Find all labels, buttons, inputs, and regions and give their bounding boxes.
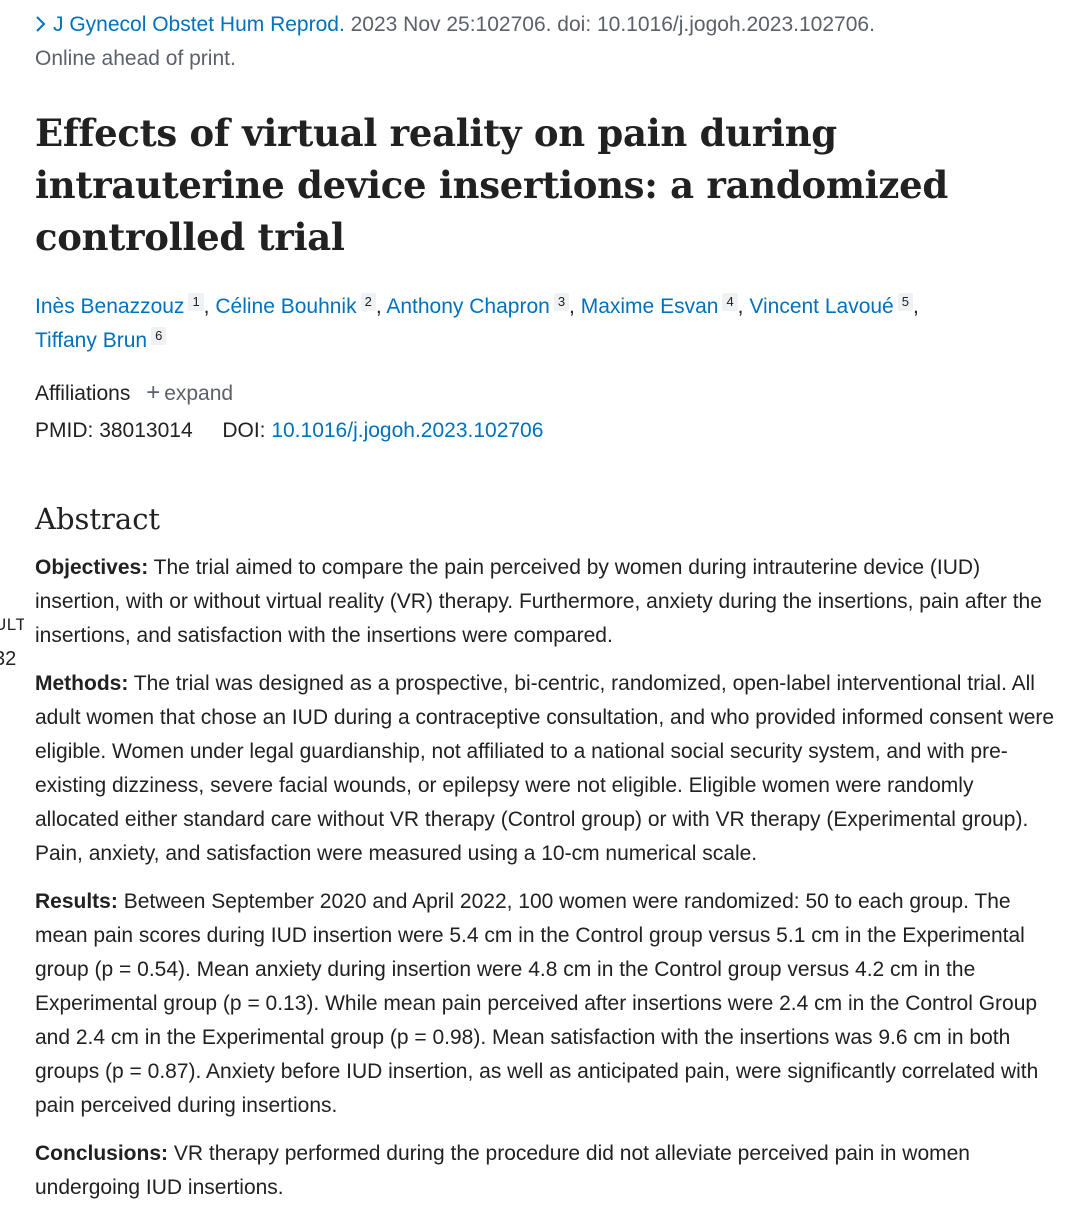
doi-link[interactable]: 10.1016/j.jogoh.2023.102706: [271, 419, 544, 442]
author-link[interactable]: Maxime Esvan: [580, 295, 719, 318]
abstract-results: Results: Between September 2020 and Apri…: [35, 885, 1060, 1123]
abstract-methods: Methods: The trial was designed as a pro…: [35, 667, 1060, 871]
abstract-heading: Abstract: [35, 502, 161, 536]
doi-label: DOI:: [222, 419, 266, 442]
author-link[interactable]: Anthony Chapron: [386, 295, 550, 318]
abstract-conclusions: Conclusions: VR therapy performed during…: [35, 1137, 1060, 1205]
authors-list: Inès Benazzouz 1, Céline Bouhnik 2, Anthon…: [35, 293, 919, 352]
abstract-objectives: Objectives: The trial aimed to compare t…: [35, 551, 1060, 653]
citation-block: J Gynecol Obstet Hum Reprod. 2023 Nov 25…: [35, 8, 1065, 76]
identifiers-row: PMID: 38013014 DOI: 10.1016/j.jogoh.2023…: [35, 414, 1065, 448]
section-label: Objectives:: [35, 556, 149, 579]
section-text: Between September 2020 and April 2022, 1…: [35, 890, 1039, 1117]
side-fragment-line: ULT: [0, 615, 24, 634]
affiliations-label: Affiliations: [35, 382, 131, 405]
section-label: Conclusions:: [35, 1142, 169, 1165]
citation-details: 2023 Nov 25:102706. doi: 10.1016/j.jogoh…: [344, 13, 875, 36]
side-fragment-line: 32: [0, 648, 17, 670]
affiliation-number[interactable]: 3: [553, 293, 570, 311]
publication-status: Online ahead of print.: [35, 47, 236, 70]
pmid-label: PMID:: [35, 419, 94, 442]
pmid-value: 38013014: [99, 419, 193, 442]
author-link[interactable]: Vincent Lavoué: [749, 295, 894, 318]
article-page: J Gynecol Obstet Hum Reprod. 2023 Nov 25…: [35, 8, 1065, 1205]
expand-affiliations-button[interactable]: + expand: [146, 376, 233, 411]
side-overlay-fragment: ULT 32: [0, 608, 24, 676]
section-label: Methods:: [35, 672, 129, 695]
section-text: The trial was designed as a prospective,…: [35, 672, 1055, 865]
chevron-right-icon[interactable]: [35, 7, 47, 41]
affiliation-number[interactable]: 1: [188, 293, 204, 311]
article-title: Effects of virtual reality on pain durin…: [35, 111, 948, 259]
section-text: VR therapy performed during the procedur…: [35, 1142, 970, 1199]
affiliation-number[interactable]: 4: [722, 293, 738, 311]
section-text: The trial aimed to compare the pain perc…: [35, 556, 1042, 647]
affiliations-row: Affiliations + expand: [35, 376, 1065, 411]
author-link[interactable]: Tiffany Brun: [35, 329, 148, 352]
journal-link[interactable]: J Gynecol Obstet Hum Reprod.: [53, 13, 345, 36]
affiliation-number[interactable]: 6: [151, 327, 167, 345]
expand-label: expand: [164, 382, 234, 405]
author-link[interactable]: Inès Benazzouz: [35, 295, 185, 318]
section-label: Results:: [35, 890, 118, 913]
author-link[interactable]: Céline Bouhnik: [215, 295, 357, 318]
affiliation-number[interactable]: 2: [360, 293, 376, 311]
affiliation-number[interactable]: 5: [897, 293, 913, 311]
plus-icon: +: [146, 379, 161, 406]
